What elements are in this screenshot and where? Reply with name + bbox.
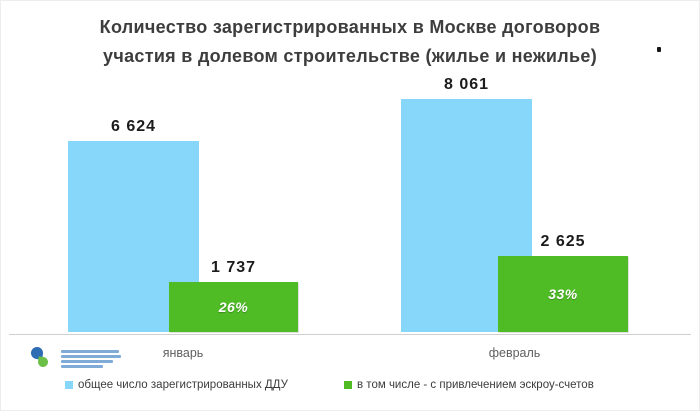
x-axis-label-january: январь [162, 346, 204, 360]
stray-dot [657, 47, 661, 52]
legend-swatch-total-icon [65, 381, 73, 389]
legend-item-escrow: в том числе - с привлечением эскроу-счет… [344, 379, 594, 391]
percent-label-february: 33% [548, 286, 578, 302]
legend-swatch-escrow-icon [344, 381, 352, 389]
value-label-jan-escrow: 1 737 [210, 259, 257, 276]
chart-title: Количество зарегистрированных в Москве д… [1, 13, 699, 71]
x-axis-label-february: февраль [488, 346, 541, 360]
legend-label-total: общее число зарегистрированных ДДУ [78, 379, 288, 391]
value-label-jan-total: 6 624 [110, 118, 157, 135]
org-logo-text-lines [61, 350, 121, 370]
org-logo-icon [27, 345, 53, 375]
chart-title-line2: участия в долевом строительстве (жилье и… [103, 46, 597, 66]
value-label-feb-escrow: 2 625 [540, 233, 586, 250]
legend: общее число зарегистрированных ДДУ в том… [1, 379, 699, 395]
legend-item-total: общее число зарегистрированных ДДУ [65, 379, 288, 391]
x-axis-line [9, 334, 691, 335]
logo-green-leaf-icon [37, 356, 49, 368]
value-label-feb-total: 8 061 [443, 76, 490, 93]
bar-february-escrow: 33% [498, 256, 628, 332]
org-logo [27, 345, 123, 377]
legend-label-escrow: в том числе - с привлечением эскроу-счет… [357, 379, 594, 391]
chart-title-line1: Количество зарегистрированных в Москве д… [99, 17, 601, 37]
percent-label-january: 26% [218, 299, 249, 315]
bar-january-escrow: 26% [169, 282, 298, 332]
